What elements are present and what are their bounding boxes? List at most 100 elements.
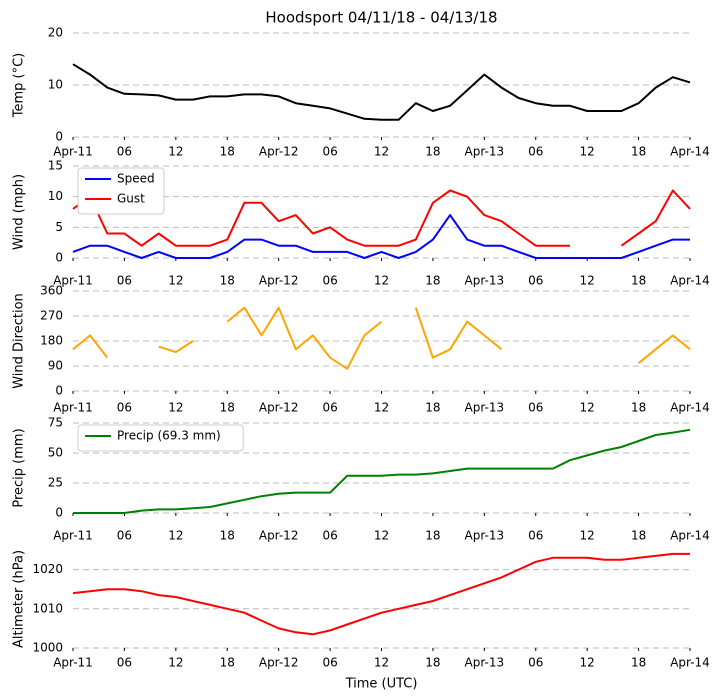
y-tick-label: 1000 bbox=[32, 641, 63, 655]
x-tick-label: 12 bbox=[580, 145, 595, 159]
x-tick-label: 12 bbox=[168, 145, 183, 159]
y-tick-label: 270 bbox=[40, 309, 63, 323]
y-axis-label: Wind (mph) bbox=[12, 174, 27, 250]
x-tick-label: Apr-12 bbox=[259, 145, 299, 159]
x-tick-label: 06 bbox=[528, 145, 543, 159]
x-tick-label: 18 bbox=[220, 145, 235, 159]
y-tick-label: 50 bbox=[48, 446, 63, 460]
x-tick-label: 18 bbox=[631, 145, 646, 159]
legend-box bbox=[77, 424, 244, 452]
x-tick-label: 06 bbox=[117, 656, 132, 670]
y-tick-label: 90 bbox=[48, 359, 63, 373]
x-tick-label: 18 bbox=[425, 274, 440, 288]
x-tick-label: 12 bbox=[168, 401, 183, 415]
x-tick-label: 12 bbox=[580, 274, 595, 288]
x-tick-label: Apr-14 bbox=[670, 656, 710, 670]
x-tick-label: 06 bbox=[117, 401, 132, 415]
x-tick-label: Apr-13 bbox=[465, 656, 505, 670]
y-tick-label: 0 bbox=[55, 130, 63, 144]
x-tick-label: Apr-12 bbox=[259, 529, 299, 543]
legend-label: Gust bbox=[117, 192, 145, 206]
x-tick-label: 06 bbox=[117, 529, 132, 543]
x-tick-label: Apr-12 bbox=[259, 656, 299, 670]
x-tick-label: Apr-14 bbox=[670, 401, 710, 415]
data-line bbox=[72, 306, 691, 370]
x-tick-label: 18 bbox=[631, 401, 646, 415]
x-tick-label: 12 bbox=[374, 529, 389, 543]
x-tick-label: 06 bbox=[528, 401, 543, 415]
x-tick-label: 06 bbox=[117, 274, 132, 288]
data-line bbox=[72, 189, 691, 247]
y-tick-label: 0 bbox=[55, 506, 63, 520]
legend-label: Speed bbox=[117, 172, 155, 186]
x-tick-label: 18 bbox=[631, 274, 646, 288]
x-tick-label: 18 bbox=[425, 529, 440, 543]
y-tick-label: 10 bbox=[48, 78, 63, 92]
x-tick-label: Apr-13 bbox=[465, 274, 505, 288]
x-tick-label: Apr-14 bbox=[670, 145, 710, 159]
x-tick-label: 06 bbox=[528, 274, 543, 288]
legend-label: Precip (69.3 mm) bbox=[117, 429, 221, 443]
x-tick-label: 18 bbox=[220, 656, 235, 670]
x-tick-label: 06 bbox=[117, 145, 132, 159]
x-tick-label: 18 bbox=[631, 656, 646, 670]
x-tick-label: Apr-14 bbox=[670, 274, 710, 288]
x-tick-label: 12 bbox=[168, 529, 183, 543]
x-tick-label: 12 bbox=[580, 401, 595, 415]
x-tick-label: 06 bbox=[528, 656, 543, 670]
x-tick-label: 12 bbox=[374, 145, 389, 159]
x-tick-label: 12 bbox=[374, 401, 389, 415]
y-tick-label: 1020 bbox=[32, 562, 63, 576]
x-tick-label: Apr-13 bbox=[465, 401, 505, 415]
legend: Precip (69.3 mm) bbox=[77, 424, 244, 452]
x-tick-label: Apr-11 bbox=[53, 401, 93, 415]
x-axis-label: Time (UTC) bbox=[345, 677, 418, 692]
y-tick-label: 0 bbox=[55, 384, 63, 398]
x-tick-label: 06 bbox=[322, 274, 337, 288]
x-tick-label: Apr-11 bbox=[53, 274, 93, 288]
x-tick-label: 18 bbox=[220, 529, 235, 543]
x-tick-label: 18 bbox=[220, 401, 235, 415]
x-tick-label: 18 bbox=[220, 274, 235, 288]
x-tick-label: 12 bbox=[374, 656, 389, 670]
x-tick-label: 06 bbox=[322, 145, 337, 159]
x-tick-label: 12 bbox=[580, 529, 595, 543]
y-tick-label: 5 bbox=[55, 220, 63, 234]
y-tick-label: 1010 bbox=[32, 601, 63, 615]
y-tick-label: 25 bbox=[48, 476, 63, 490]
data-line bbox=[72, 552, 690, 636]
x-tick-label: Apr-13 bbox=[465, 529, 505, 543]
x-tick-label: Apr-11 bbox=[53, 656, 93, 670]
y-tick-label: 180 bbox=[40, 334, 63, 348]
x-tick-label: 12 bbox=[374, 274, 389, 288]
y-tick-label: 10 bbox=[48, 189, 63, 203]
y-axis-label: Precip (mm) bbox=[12, 428, 27, 507]
x-tick-label: Apr-12 bbox=[259, 401, 299, 415]
x-tick-label: 06 bbox=[322, 656, 337, 670]
y-axis-label: Temp (°C) bbox=[12, 53, 27, 119]
x-tick-label: 12 bbox=[580, 656, 595, 670]
chart-title: Hoodsport 04/11/18 - 04/13/18 bbox=[265, 9, 497, 27]
x-tick-label: 06 bbox=[322, 401, 337, 415]
y-tick-label: 20 bbox=[48, 26, 63, 40]
y-tick-label: 0 bbox=[55, 251, 63, 265]
x-tick-label: Apr-11 bbox=[53, 529, 93, 543]
y-tick-label: 360 bbox=[40, 284, 63, 298]
y-axis-label: Wind Direction bbox=[12, 293, 27, 389]
x-tick-label: 18 bbox=[631, 529, 646, 543]
y-axis-label: Altimeter (hPa) bbox=[12, 550, 27, 648]
data-line bbox=[72, 214, 690, 259]
x-tick-label: 18 bbox=[425, 145, 440, 159]
x-tick-label: 12 bbox=[168, 274, 183, 288]
x-tick-label: 12 bbox=[168, 656, 183, 670]
y-tick-label: 75 bbox=[48, 416, 63, 430]
x-tick-label: Apr-11 bbox=[53, 145, 93, 159]
x-tick-label: 18 bbox=[425, 401, 440, 415]
x-tick-label: 06 bbox=[322, 529, 337, 543]
data-line bbox=[72, 63, 691, 121]
x-tick-label: Apr-12 bbox=[259, 274, 299, 288]
x-tick-label: Apr-13 bbox=[465, 145, 505, 159]
data-line bbox=[73, 428, 691, 514]
legend: Speed Gust bbox=[77, 167, 165, 215]
